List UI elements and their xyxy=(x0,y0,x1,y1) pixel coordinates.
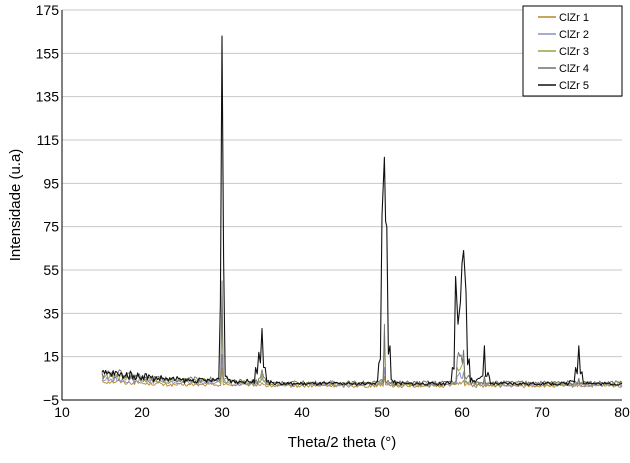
x-tick-label-4: 50 xyxy=(374,404,390,420)
series-layer xyxy=(101,35,623,388)
x-tick-label-6: 70 xyxy=(534,404,550,420)
legend-label-1: ClZr 1 xyxy=(559,12,589,24)
y-tick-label-5: 95 xyxy=(43,175,59,191)
y-tick-label-3: 55 xyxy=(43,262,59,278)
y-tick-label-7: 135 xyxy=(36,89,60,105)
legend: ClZr 1 ClZr 2 ClZr 3 ClZr 4 ClZr 5 xyxy=(522,5,623,97)
y-tick-label-9: 175 xyxy=(36,2,60,18)
tick-layer: 10 20 30 40 50 60 70 80 −5 15 35 55 75 95 115 135 155 175 xyxy=(36,2,630,420)
series-line-3 xyxy=(101,304,623,386)
y-tick-label-4: 75 xyxy=(43,219,59,235)
series-line-4 xyxy=(101,280,623,385)
legend-label-4: ClZr 4 xyxy=(559,63,589,75)
legend-label-5: ClZr 5 xyxy=(559,80,589,92)
x-tick-label-0: 10 xyxy=(54,404,70,420)
legend-label-2: ClZr 2 xyxy=(559,29,589,41)
y-tick-label-2: 35 xyxy=(43,305,59,321)
series-line-5 xyxy=(101,35,623,386)
x-axis-title: Theta/2 theta (°) xyxy=(288,434,397,451)
y-tick-label-8: 155 xyxy=(36,45,60,61)
axes-layer xyxy=(61,10,622,401)
x-tick-label-5: 60 xyxy=(454,404,470,420)
x-tick-label-3: 40 xyxy=(294,404,310,420)
x-tick-label-7: 80 xyxy=(614,404,630,420)
y-tick-label-6: 115 xyxy=(37,132,60,148)
x-tick-label-1: 20 xyxy=(134,404,150,420)
y-axis-title: Intensidade (u.a) xyxy=(7,149,24,262)
y-tick-label-0: −5 xyxy=(43,392,59,408)
x-tick-label-2: 30 xyxy=(214,404,230,420)
grid-layer xyxy=(62,9,622,358)
y-tick-label-1: 15 xyxy=(43,349,59,365)
legend-label-3: ClZr 3 xyxy=(559,46,589,58)
